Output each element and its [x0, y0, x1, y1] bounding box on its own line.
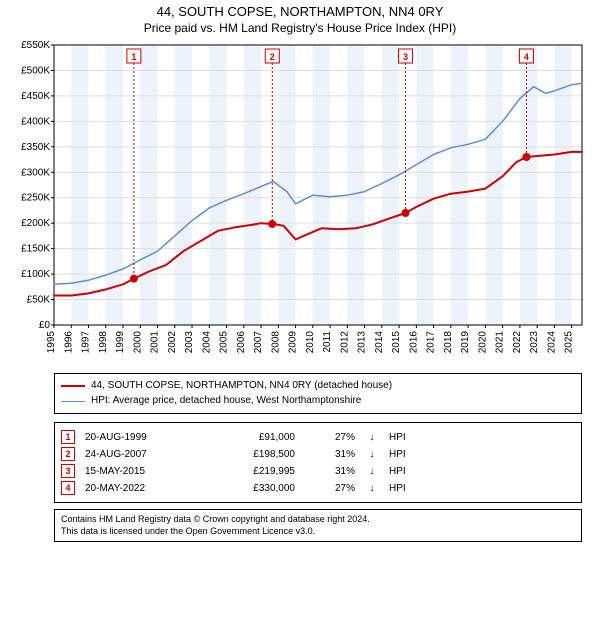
transaction-date: 20-MAY-2022 — [85, 483, 205, 494]
x-tick-label: 2005 — [219, 331, 230, 354]
x-tick-label: 1998 — [98, 331, 109, 354]
y-tick-label: £350K — [21, 142, 50, 153]
transaction-price: £219,995 — [215, 466, 295, 477]
transaction-pct: 27% — [305, 483, 355, 494]
x-tick-label: 2020 — [477, 331, 488, 354]
down-arrow-icon: ↓ — [365, 432, 379, 443]
legend-box: 44, SOUTH COPSE, NORTHAMPTON, NN4 0RY (d… — [54, 373, 582, 414]
footer-line2: This data is licensed under the Open Gov… — [61, 526, 575, 538]
x-tick-label: 2010 — [305, 331, 316, 354]
transaction-pct: 31% — [305, 449, 355, 460]
x-tick-label: 2013 — [357, 331, 368, 354]
x-tick-label: 2015 — [391, 331, 402, 354]
y-tick-label: £200K — [21, 218, 50, 229]
x-tick-label: 1996 — [63, 331, 74, 354]
y-tick-label: £0 — [39, 320, 51, 331]
transaction-row: 2 24-AUG-2007 £198,500 31% ↓ HPI — [61, 447, 575, 461]
x-tick-label: 2017 — [426, 331, 437, 354]
transaction-hpi-label: HPI — [389, 449, 575, 460]
transaction-pct: 27% — [305, 432, 355, 443]
legend-row: HPI: Average price, detached house, West… — [61, 394, 575, 408]
marker-dot — [268, 220, 276, 228]
transaction-date: 24-AUG-2007 — [85, 449, 205, 460]
x-tick-label: 2019 — [460, 331, 471, 354]
x-tick-label: 2002 — [167, 331, 178, 354]
x-tick-label: 2000 — [132, 331, 143, 354]
transaction-hpi-label: HPI — [389, 432, 575, 443]
legend-row: 44, SOUTH COPSE, NORTHAMPTON, NN4 0RY (d… — [61, 379, 575, 393]
x-tick-label: 2012 — [339, 331, 350, 354]
marker-dot — [130, 275, 138, 283]
transaction-row: 4 20-MAY-2022 £330,000 27% ↓ HPI — [61, 481, 575, 495]
transaction-hpi-label: HPI — [389, 483, 575, 494]
transaction-price: £91,000 — [215, 432, 295, 443]
x-tick-label: 2008 — [270, 331, 281, 354]
transaction-price: £330,000 — [215, 483, 295, 494]
transaction-hpi-label: HPI — [389, 466, 575, 477]
transaction-number: 2 — [61, 447, 75, 461]
x-tick-label: 2018 — [443, 331, 454, 354]
x-tick-label: 2016 — [408, 331, 419, 354]
x-tick-label: 2022 — [512, 331, 523, 354]
title-subtitle: Price paid vs. HM Land Registry's House … — [0, 21, 600, 35]
transaction-number: 3 — [61, 464, 75, 478]
transaction-row: 3 15-MAY-2015 £219,995 31% ↓ HPI — [61, 464, 575, 478]
titles: 44, SOUTH COPSE, NORTHAMPTON, NN4 0RY Pr… — [0, 0, 600, 37]
x-tick-label: 2014 — [374, 331, 385, 354]
transaction-date: 20-AUG-1999 — [85, 432, 205, 443]
x-tick-label: 2007 — [253, 331, 264, 354]
marker-flag-number: 2 — [270, 52, 275, 62]
line-chart-svg: £0 £50K £100K £150K £200K £250K £300K £350K £400… — [0, 37, 600, 367]
y-tick-label: £550K — [21, 40, 50, 51]
transaction-number: 1 — [61, 430, 75, 444]
x-tick-label: 1995 — [46, 331, 57, 354]
marker-flag-number: 3 — [403, 52, 408, 62]
y-tick-label: £300K — [21, 167, 50, 178]
x-tick-label: 2006 — [236, 331, 247, 354]
transaction-row: 1 20-AUG-1999 £91,000 27% ↓ HPI — [61, 430, 575, 444]
y-tick-label: £450K — [21, 91, 50, 102]
transactions-box: 1 20-AUG-1999 £91,000 27% ↓ HPI 2 24-AUG-2007 £1… — [54, 422, 582, 503]
x-tick-label: 2003 — [184, 331, 195, 354]
chart-container: 44, SOUTH COPSE, NORTHAMPTON, NN4 0RY Pr… — [0, 0, 600, 620]
x-tick-label: 2004 — [201, 331, 212, 354]
y-tick-label: £150K — [21, 244, 50, 255]
x-tick-label: 1999 — [115, 331, 126, 354]
legend-label: HPI: Average price, detached house, West… — [91, 394, 361, 408]
transaction-number: 4 — [61, 481, 75, 495]
y-tick-label: £50K — [27, 295, 51, 306]
y-tick-label: £250K — [21, 193, 50, 204]
legend-swatch — [61, 385, 85, 387]
y-tick-label: £100K — [21, 269, 50, 280]
x-tick-label: 2024 — [546, 331, 557, 354]
marker-flag-number: 4 — [524, 52, 529, 62]
x-tick-label: 2025 — [564, 331, 575, 354]
marker-dot — [401, 209, 409, 217]
x-tick-label: 2001 — [150, 331, 161, 354]
title-address: 44, SOUTH COPSE, NORTHAMPTON, NN4 0RY — [0, 4, 600, 19]
x-tick-label: 2011 — [322, 331, 333, 353]
x-tick-label: 2021 — [495, 331, 506, 354]
marker-dot — [522, 153, 530, 161]
x-tick-label: 1997 — [81, 331, 92, 354]
down-arrow-icon: ↓ — [365, 483, 379, 494]
y-tick-label: £400K — [21, 116, 50, 127]
y-tick-label: £500K — [21, 65, 50, 76]
chart-area: £0 £50K £100K £150K £200K £250K £300K £350K £400… — [0, 37, 600, 367]
down-arrow-icon: ↓ — [365, 449, 379, 460]
x-tick-label: 2009 — [288, 331, 299, 354]
footer-line1: Contains HM Land Registry data © Crown c… — [61, 514, 575, 526]
legend-label: 44, SOUTH COPSE, NORTHAMPTON, NN4 0RY (d… — [91, 379, 392, 393]
footer-box: Contains HM Land Registry data © Crown c… — [54, 509, 582, 542]
x-tick-label: 2023 — [529, 331, 540, 354]
transaction-pct: 31% — [305, 466, 355, 477]
marker-flag-number: 1 — [131, 52, 136, 62]
down-arrow-icon: ↓ — [365, 466, 379, 477]
transaction-date: 15-MAY-2015 — [85, 466, 205, 477]
transaction-price: £198,500 — [215, 449, 295, 460]
legend-swatch — [61, 401, 85, 402]
